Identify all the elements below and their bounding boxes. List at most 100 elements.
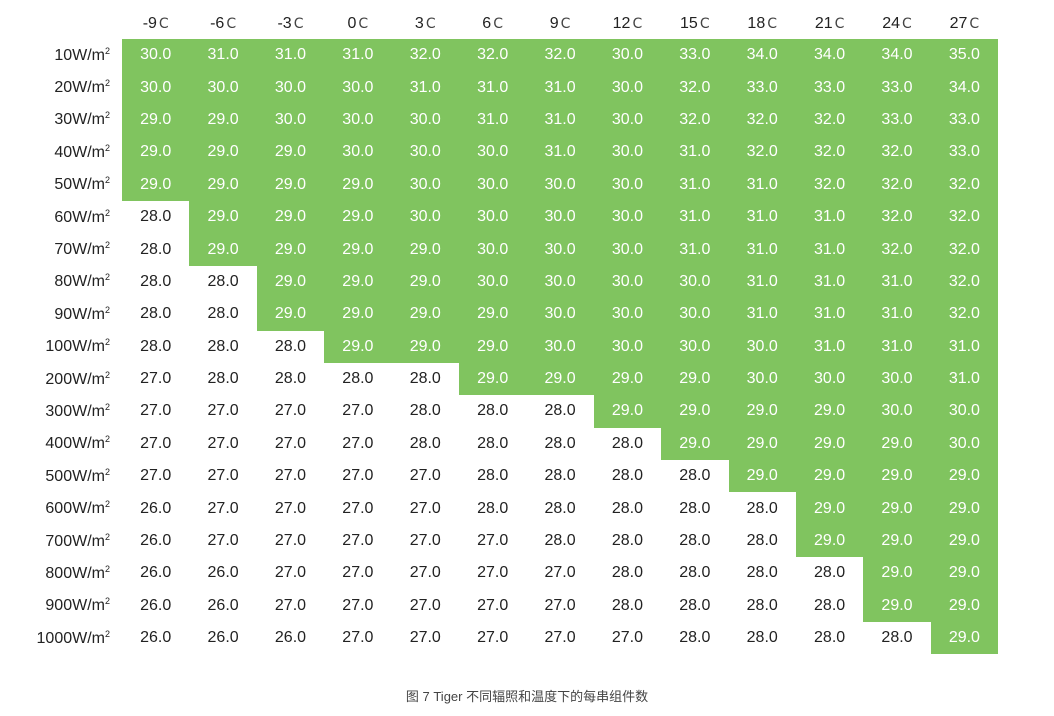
module-count-cell: 30.0 [324, 136, 392, 169]
temperature-header: 15 C [661, 8, 728, 39]
module-count-cell: 28.0 [544, 434, 576, 452]
irradiance-exponent: 2 [104, 628, 110, 639]
irradiance-label: 90W/m2 [22, 298, 122, 330]
module-count-cell: 29.0 [324, 200, 392, 234]
module-count-cell: 26.0 [207, 596, 239, 614]
module-count-cell: 28.0 [679, 532, 711, 550]
module-count-cell: 30.0 [391, 168, 459, 201]
irradiance-label: 10W/m2 [22, 39, 122, 71]
module-count-cell: 27.0 [207, 499, 239, 517]
temperature-header: -3 C [257, 8, 324, 39]
irradiance-label: 600W/m2 [22, 492, 122, 524]
module-count-cell: 29.0 [324, 298, 392, 331]
irradiance-exponent: 2 [104, 45, 110, 56]
module-count-cell: 29.0 [795, 427, 864, 461]
module-count-cell: 30.0 [661, 298, 729, 331]
module-count-cell: 29.0 [122, 103, 190, 137]
module-count-cell: 29.0 [256, 298, 325, 331]
module-count-cell: 30.0 [661, 265, 729, 299]
module-count-cell: 32.0 [391, 39, 459, 72]
table-row: 500W/m2 27.0 27.0 27.0 27.0 27.0 28.0 28.0 28.0 2… [22, 460, 999, 493]
module-count-cell: 29.0 [324, 330, 392, 363]
module-count-cell: 27.0 [207, 434, 239, 452]
module-count-cell: 32.0 [795, 168, 864, 201]
module-count-cell: 30.0 [593, 168, 662, 201]
irradiance-text: 1000W/m [36, 629, 105, 647]
module-count-cell: 30.0 [391, 136, 459, 169]
module-count-cell: 30.0 [458, 200, 527, 234]
module-count-cell: 27.0 [477, 564, 509, 582]
irradiance-exponent: 2 [104, 563, 110, 574]
module-count-cell: 27.0 [207, 532, 239, 550]
module-count-cell: 29.0 [391, 233, 459, 266]
module-count-cell: 29.0 [256, 233, 325, 266]
module-count-cell: 30.0 [593, 200, 662, 234]
module-count-cell: 28.0 [679, 499, 711, 517]
temperature-unit: C [834, 15, 845, 32]
module-count-cell: 28.0 [679, 564, 711, 582]
irradiance-exponent: 2 [104, 304, 110, 315]
irradiance-exponent: 2 [104, 78, 110, 89]
module-count-cell: 33.0 [728, 71, 796, 104]
temperature-value: 3 [414, 14, 424, 32]
module-count-cell: 29.0 [189, 200, 257, 234]
irradiance-label: 20W/m2 [22, 71, 122, 103]
module-count-cell: 32.0 [930, 168, 999, 201]
module-count-cell: 30.0 [930, 427, 999, 461]
irradiance-text: 300W/m [45, 402, 105, 420]
module-count-cell: 29.0 [661, 362, 729, 396]
module-count-cell: 29.0 [661, 427, 729, 461]
table-row: 60W/m2 28.0 29.0 29.0 29.0 30.0 30.0 30.0 30.0 31… [22, 200, 999, 234]
module-count-cell: 28.0 [544, 532, 576, 550]
module-count-cell: 27.0 [274, 499, 307, 517]
irradiance-label: 400W/m2 [22, 428, 122, 460]
module-count-cell: 32.0 [795, 103, 864, 137]
module-count-cell: 29.0 [256, 200, 325, 234]
module-count-cell: 29.0 [324, 233, 392, 266]
module-count-cell: 26.0 [140, 629, 172, 647]
module-count-cell: 28.0 [140, 305, 172, 323]
module-count-cell: 30.0 [795, 362, 864, 396]
irradiance-label: 60W/m2 [22, 201, 122, 233]
module-count-cell: 31.0 [863, 265, 931, 299]
module-count-cell: 31.0 [661, 136, 729, 169]
temperature-header: 27 C [931, 8, 998, 39]
irradiance-exponent: 2 [104, 596, 110, 607]
irradiance-exponent: 2 [104, 240, 110, 251]
module-count-cell: 26.0 [274, 629, 307, 647]
module-count-cell: 26.0 [140, 564, 172, 582]
module-count-cell: 26.0 [140, 532, 172, 550]
table-row: 30W/m2 29.0 29.0 30.0 30.0 30.0 31.0 31.0 30.0 32… [22, 103, 999, 137]
module-count-cell: 28.0 [746, 564, 778, 582]
table-row: 200W/m2 27.0 28.0 28.0 28.0 28.0 29.0 29.0 29.0 2… [22, 362, 999, 396]
module-count-cell: 31.0 [728, 168, 796, 201]
module-count-cell: 29.0 [930, 524, 999, 558]
temperature-value: 0 [347, 14, 357, 32]
module-count-cell: 31.0 [863, 330, 931, 363]
corner-cell [22, 8, 122, 39]
module-count-cell: 27.0 [342, 596, 374, 614]
irradiance-text: 10W/m [54, 46, 105, 64]
module-count-cell: 28.0 [140, 240, 172, 258]
module-count-cell: 29.0 [930, 589, 999, 623]
module-count-cell: 29.0 [795, 395, 864, 428]
module-count-cell: 28.0 [140, 337, 172, 355]
module-count-cell: 30.0 [458, 233, 527, 266]
irradiance-label: 70W/m2 [22, 233, 122, 265]
irradiance-exponent: 2 [104, 337, 110, 348]
module-count-cell: 28.0 [207, 305, 239, 323]
module-count-cell: 28.0 [611, 467, 643, 485]
module-count-cell: 28.0 [409, 434, 441, 452]
module-count-cell: 27.0 [274, 402, 307, 420]
module-count-cell: 29.0 [391, 298, 459, 331]
module-count-cell: 30.0 [728, 330, 796, 363]
irradiance-text: 80W/m [54, 273, 105, 291]
module-count-cell: 29.0 [458, 362, 527, 396]
irradiance-text: 200W/m [45, 370, 105, 388]
irradiance-text: 40W/m [54, 143, 105, 161]
module-count-cell: 32.0 [526, 39, 594, 72]
module-count-cell: 31.0 [795, 265, 864, 299]
module-count-cell: 27.0 [477, 532, 509, 550]
